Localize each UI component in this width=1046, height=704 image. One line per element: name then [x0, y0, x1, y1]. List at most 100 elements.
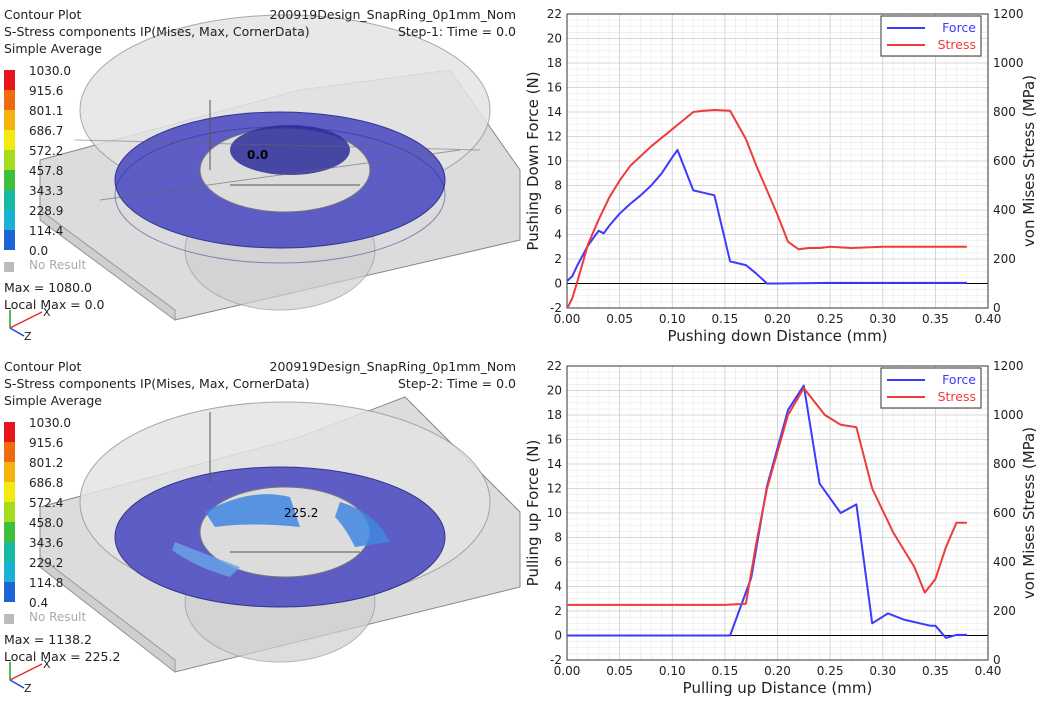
- x-tick-label: 0.30: [869, 664, 896, 678]
- y2-tick-label: 1000: [993, 56, 1024, 70]
- axis-x-label: X: [43, 658, 51, 671]
- axis-z-label: Z: [24, 682, 32, 695]
- x-tick-label: 0.40: [975, 312, 1002, 326]
- x-tick-label: 0.20: [764, 664, 791, 678]
- y-tick-label: 14: [547, 105, 562, 119]
- y-tick-label: 2: [554, 252, 562, 266]
- max-value: Max = 1138.2: [4, 632, 93, 647]
- contour-legend: 1030.0 915.6 801.1 686.7 572.2 457.8 343.3 228.…: [4, 64, 124, 258]
- y-tick-label: 0: [554, 629, 562, 643]
- legend-value: 457.8: [29, 164, 64, 178]
- chart-legend: [880, 367, 982, 409]
- x-axis-label: Pulling up Distance (mm): [683, 679, 873, 697]
- legend-value: 915.6: [29, 84, 64, 98]
- legend-color-band: [4, 190, 15, 210]
- legend-color-band: [4, 70, 15, 90]
- legend-label-force: Force: [942, 20, 976, 35]
- legend-label-stress: Stress: [938, 389, 976, 404]
- fe-model-view: [39, 14, 521, 321]
- legend-value: 114.4: [29, 224, 64, 238]
- contour-averaging: Simple Average: [4, 41, 102, 56]
- legend-value: 343.3: [29, 184, 64, 198]
- legend-value: 458.0: [29, 516, 64, 530]
- y2-tick-label: 600: [993, 506, 1016, 520]
- axis-triad-icon: [9, 310, 43, 337]
- y-tick-label: 22: [547, 359, 562, 373]
- contour-title: Contour Plot: [4, 7, 82, 22]
- y-tick-label: 6: [554, 555, 562, 569]
- y2-tick-label: 1200: [993, 7, 1024, 21]
- no-result-swatch: [4, 614, 14, 624]
- y-axis-label: Pushing Down Force (N): [524, 71, 542, 250]
- x-axis-label: Pushing down Distance (mm): [667, 327, 887, 345]
- legend-value: 0.4: [29, 596, 49, 610]
- legend-color-band: [4, 110, 15, 130]
- plot-frame: [566, 365, 989, 661]
- y2-tick-label: 0: [993, 653, 1001, 667]
- y-tick-label: 20: [547, 384, 562, 398]
- y-tick-label: 18: [547, 408, 562, 422]
- y-tick-label: 20: [547, 32, 562, 46]
- legend-value: 686.8: [29, 476, 64, 490]
- y2-tick-label: 800: [993, 105, 1016, 119]
- max-value: Max = 1080.0: [4, 280, 93, 295]
- y-tick-label: 8: [554, 179, 562, 193]
- x-tick-label: 0.00: [554, 664, 581, 678]
- y2-axis-label: von Mises Stress (MPa): [1020, 427, 1038, 599]
- y2-tick-label: 400: [993, 203, 1016, 217]
- contour-variable: S-Stress components IP(Mises, Max, Corne…: [4, 376, 310, 391]
- y2-tick-label: 1000: [993, 408, 1024, 422]
- x-tick-label: 0.15: [712, 664, 739, 678]
- legend-color-band: [4, 522, 15, 542]
- no-result-swatch: [4, 262, 14, 272]
- pushing-down-chart: 0.00 0.05 0.10 0.15 0.20 0.25 0.30 0.35 0.40 -2 0 2…: [524, 7, 1038, 345]
- series-line-force: [566, 149, 967, 285]
- model-name: 200919Design_SnapRing_0p1mm_Nom: [269, 359, 516, 374]
- legend-color-band: [4, 90, 15, 110]
- x-tick-label: 0.05: [606, 664, 633, 678]
- legend-value: 686.7: [29, 124, 64, 138]
- plot-frame: [566, 13, 989, 309]
- legend-color-band: [4, 442, 15, 462]
- legend-value: 114.8: [29, 576, 64, 590]
- x-tick-label: 0.30: [869, 312, 896, 326]
- y-tick-label: -2: [550, 653, 562, 667]
- legend-value: 801.2: [29, 456, 64, 470]
- y2-tick-label: 200: [993, 604, 1016, 618]
- legend-value: 915.6: [29, 436, 64, 450]
- step-label: Step-2: Time = 0.0: [398, 376, 516, 391]
- legend-color-band: [4, 422, 15, 442]
- contour-panel-1: Contour Plot S-Stress components IP(Mise…: [0, 0, 522, 350]
- y-tick-label: 12: [547, 482, 562, 496]
- local-max-value: Local Max = 0.0: [4, 297, 105, 312]
- y-tick-label: 2: [554, 604, 562, 618]
- y-tick-label: 14: [547, 457, 562, 471]
- axis-z-label: Z: [24, 330, 32, 343]
- x-tick-label: 0.35: [922, 312, 949, 326]
- legend-value: 1030.0: [29, 416, 71, 430]
- legend-color-band: [4, 562, 15, 582]
- x-tick-label: 0.25: [817, 664, 844, 678]
- y2-tick-label: 800: [993, 457, 1016, 471]
- x-tick-label: 0.00: [554, 312, 581, 326]
- probe-value-label: 225.2: [284, 506, 319, 520]
- y2-tick-label: 600: [993, 154, 1016, 168]
- contour-legend: 1030.0 915.6 801.2 686.8 572.4 458.0 343.6 229.…: [4, 416, 124, 610]
- y-tick-label: 18: [547, 56, 562, 70]
- y-tick-label: 10: [547, 154, 562, 168]
- local-max-value: Local Max = 225.2: [4, 649, 121, 664]
- y-tick-label: 12: [547, 130, 562, 144]
- y2-tick-label: 200: [993, 252, 1016, 266]
- legend-value: 572.4: [29, 496, 64, 510]
- x-tick-label: 0.10: [659, 664, 686, 678]
- x-tick-label: 0.05: [606, 312, 633, 326]
- legend-color-band: [4, 482, 15, 502]
- legend-value: 229.2: [29, 556, 64, 570]
- x-tick-label: 0.35: [922, 664, 949, 678]
- legend-value: 801.1: [29, 104, 64, 118]
- legend-color-band: [4, 582, 15, 602]
- legend-color-band: [4, 170, 15, 190]
- series-line-stress: [567, 109, 967, 308]
- legend-color-band: [4, 502, 15, 522]
- y-tick-label: 6: [554, 203, 562, 217]
